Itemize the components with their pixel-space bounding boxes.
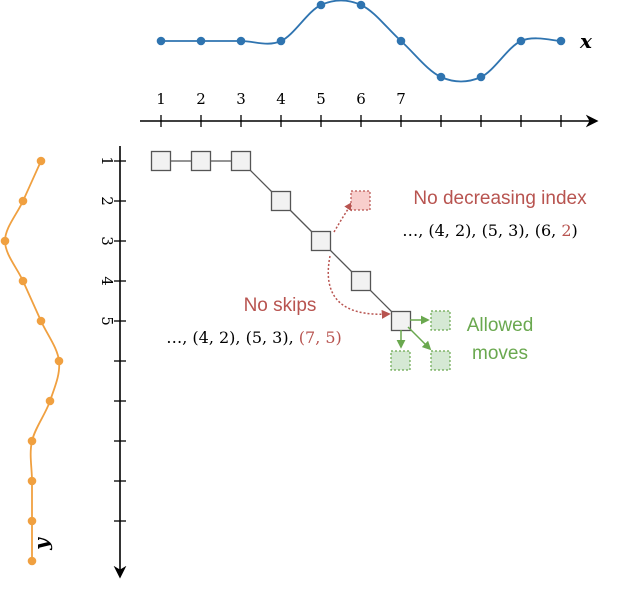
allowed-arrow-diagonal bbox=[407, 326, 432, 351]
x-axis-tick-label: 5 bbox=[316, 90, 326, 108]
allowed-cell-right bbox=[430, 310, 451, 331]
x-series-point bbox=[556, 36, 566, 46]
warping-path-cell bbox=[150, 150, 172, 172]
forbidden-cell-decreasing bbox=[350, 190, 371, 211]
x-series-label: x bbox=[579, 29, 593, 53]
y-series-point bbox=[18, 196, 28, 206]
warping-path-cells bbox=[150, 150, 412, 332]
x-series-point bbox=[276, 36, 286, 46]
y-series bbox=[0, 156, 64, 566]
x-axis-ticks bbox=[160, 115, 562, 127]
y-axis-tick-label: 1 bbox=[98, 156, 116, 166]
no-decreasing-sequence: …, (4, 2), (5, 3), (6, 2) bbox=[402, 221, 578, 240]
y-axis-tick-label: 3 bbox=[98, 236, 116, 246]
x-axis-tick-label: 3 bbox=[236, 90, 246, 108]
x-axis-tick-label: 2 bbox=[196, 90, 206, 108]
y-series-point bbox=[0, 236, 10, 246]
x-series-point bbox=[396, 36, 406, 46]
warping-path-cell bbox=[190, 150, 212, 172]
y-axis-tick-label: 2 bbox=[98, 196, 116, 206]
y-axis-tick-label: 5 bbox=[98, 316, 116, 326]
warping-path-cell bbox=[310, 230, 332, 252]
no-skips-title: No skips bbox=[244, 295, 317, 316]
x-axis-tick-label: 6 bbox=[356, 90, 366, 108]
allowed-moves-line2: moves bbox=[472, 343, 528, 364]
x-series-point bbox=[516, 36, 526, 46]
allowed-cell-down bbox=[390, 350, 411, 371]
x-series-point bbox=[196, 36, 206, 46]
y-series-point bbox=[45, 396, 55, 406]
y-series-point bbox=[27, 476, 37, 486]
x-series-point bbox=[476, 72, 486, 82]
no-skips-sequence: …, (4, 2), (5, 3), (7, 5) bbox=[166, 328, 342, 347]
y-series-point bbox=[36, 316, 46, 326]
allowed-moves: Allowed moves bbox=[390, 310, 534, 371]
y-series-point bbox=[27, 516, 37, 526]
skip-example: No skips …, (4, 2), (5, 3), (7, 5) bbox=[166, 255, 391, 347]
x-series bbox=[156, 0, 566, 83]
x-series-point bbox=[156, 36, 166, 46]
decreasing-index-example: No decreasing index …, (4, 2), (5, 3), (… bbox=[333, 188, 587, 240]
allowed-cell-diagonal bbox=[430, 350, 451, 371]
x-series-point bbox=[436, 72, 446, 82]
y-series-point bbox=[27, 436, 37, 446]
y-series-point bbox=[36, 156, 46, 166]
x-axis-tick-label: 4 bbox=[276, 90, 286, 108]
y-series-point bbox=[54, 356, 64, 366]
x-series-point bbox=[236, 36, 246, 46]
warping-path-cell bbox=[270, 190, 292, 212]
x-axis-tick-label: 7 bbox=[396, 90, 406, 108]
y-series-label: y bbox=[29, 537, 53, 551]
x-series-line bbox=[161, 0, 562, 83]
allowed-moves-line1: Allowed bbox=[467, 315, 534, 336]
y-axis-tick-label: 4 bbox=[98, 276, 116, 286]
x-axis-tick-labels: 1 2 3 4 5 6 7 bbox=[156, 90, 406, 108]
warping-path-cell bbox=[350, 270, 372, 292]
no-decreasing-title: No decreasing index bbox=[413, 188, 587, 209]
y-series-line bbox=[4, 160, 61, 561]
y-axis-tick-labels: 1 2 3 4 5 bbox=[98, 156, 116, 326]
x-axis-tick-label: 1 bbox=[156, 90, 166, 108]
y-series-point bbox=[27, 556, 37, 566]
x-series-point bbox=[356, 0, 366, 10]
y-axis-ticks bbox=[114, 160, 126, 522]
warping-path-cell bbox=[230, 150, 252, 172]
x-series-point bbox=[316, 0, 326, 10]
y-series-point bbox=[18, 276, 28, 286]
